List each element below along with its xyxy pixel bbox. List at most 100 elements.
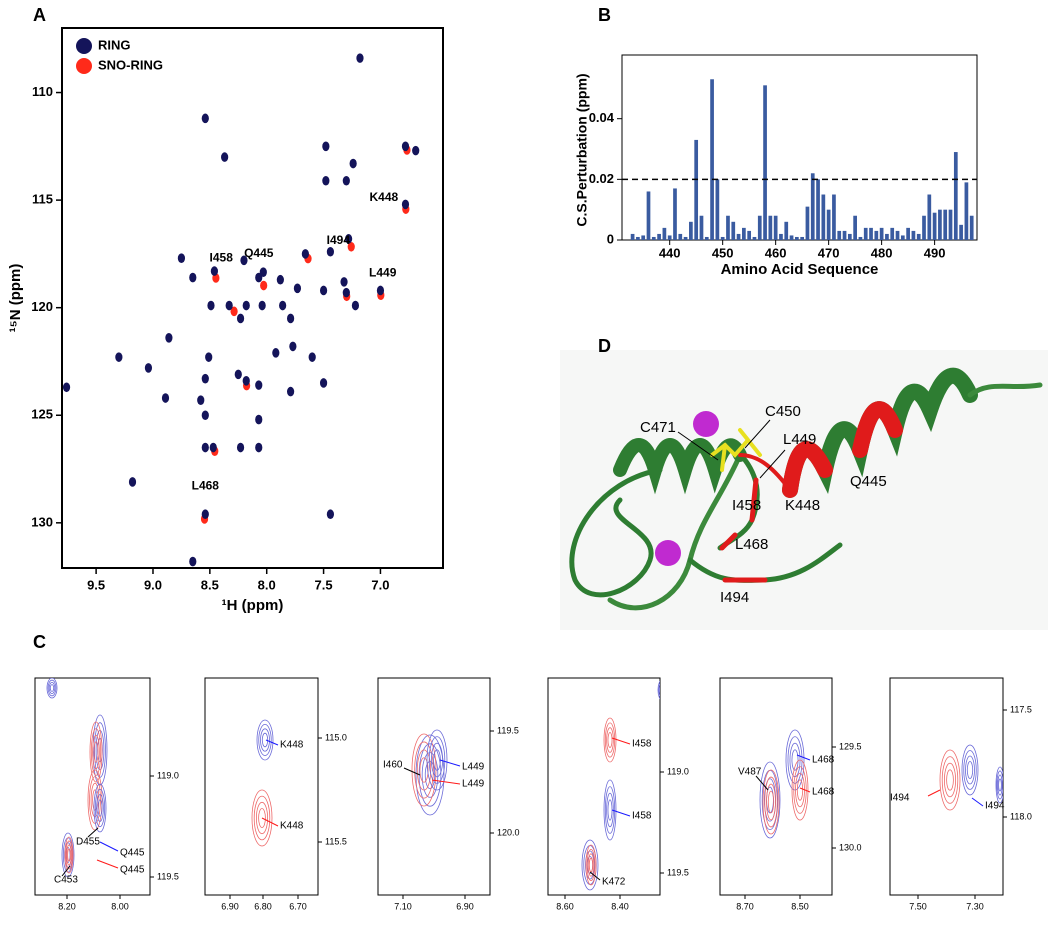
peak-annotation: I458	[210, 250, 234, 264]
peak	[201, 373, 209, 384]
peak	[401, 141, 410, 152]
panel-label: D	[598, 336, 611, 356]
bar	[863, 227, 868, 240]
x-tick-label: 460	[765, 245, 787, 260]
peak	[189, 556, 197, 567]
peak	[221, 152, 229, 162]
peak-label: D455	[76, 837, 100, 848]
y-tick-label: 0.02	[589, 171, 614, 186]
peak	[345, 234, 353, 244]
label-leader	[611, 809, 631, 817]
peak	[210, 266, 218, 276]
contour	[658, 683, 660, 697]
peak	[287, 386, 295, 397]
x-tick-label: 7.5	[315, 577, 333, 592]
y-tick-label: 125	[31, 407, 53, 422]
peak	[255, 442, 263, 453]
highlight	[782, 441, 833, 498]
contour	[426, 729, 448, 791]
panel-label: A	[33, 5, 46, 25]
contour	[93, 741, 99, 763]
peak	[342, 287, 350, 298]
contour	[586, 849, 596, 882]
peak-label: I494	[985, 801, 1005, 812]
peak	[308, 352, 316, 362]
legend-label: SNO-RING	[98, 57, 163, 72]
bar	[742, 227, 746, 240]
peak	[177, 253, 186, 263]
label-leader	[261, 817, 279, 827]
peak	[189, 272, 197, 283]
bar	[704, 236, 709, 240]
label-leader	[755, 775, 769, 791]
residue-label: Q445	[850, 473, 887, 490]
residue-label: I458	[732, 497, 761, 514]
y-tick-label: 119.0	[667, 766, 689, 776]
contour	[791, 749, 799, 771]
contours	[251, 719, 274, 847]
peak	[62, 382, 71, 393]
contour	[65, 840, 73, 870]
x-tick-label: 9.0	[144, 577, 162, 592]
bar	[943, 209, 948, 240]
x-tick-label: 8.20	[58, 901, 76, 911]
residue-label: I494	[720, 589, 749, 606]
contour	[785, 729, 805, 791]
y-tick-label: 0	[607, 231, 614, 246]
bar	[630, 233, 635, 240]
x-tick-label: 440	[659, 245, 681, 260]
residue-label: L449	[783, 431, 816, 448]
contour	[762, 769, 780, 835]
label-leader	[927, 789, 941, 797]
contour	[603, 717, 617, 763]
highlight	[852, 401, 903, 458]
bar	[800, 236, 805, 240]
label-leader	[439, 759, 461, 767]
bar	[874, 230, 879, 240]
bar	[673, 188, 677, 240]
contour	[66, 844, 72, 866]
peak	[340, 277, 348, 287]
peak-annotation: K448	[370, 190, 399, 204]
contour	[90, 728, 102, 776]
contour-frame	[889, 677, 1004, 896]
bar	[683, 236, 688, 240]
contour	[996, 770, 1003, 800]
y-tick-label: 120	[31, 299, 53, 314]
plot-area	[621, 54, 978, 241]
label-leader	[99, 841, 119, 852]
contour	[585, 844, 597, 886]
highlight	[738, 453, 792, 492]
peak	[319, 378, 328, 388]
x-tick-label: 8.0	[258, 577, 276, 592]
x-axis-label: ¹H (ppm)	[222, 597, 284, 614]
y-tick-label: 118.0	[1010, 811, 1032, 821]
peak-label: Q445	[120, 865, 145, 876]
contours	[581, 680, 660, 891]
residue-label: C450	[765, 403, 801, 420]
peak	[326, 246, 335, 257]
bar	[731, 221, 736, 240]
contour	[604, 786, 616, 834]
contour	[421, 752, 439, 798]
peak	[260, 280, 268, 291]
bar	[810, 173, 815, 240]
legend-swatch	[76, 58, 92, 74]
y-tick-label: 129.5	[839, 741, 862, 751]
x-tick-label: 7.30	[966, 901, 984, 911]
bar	[959, 224, 963, 240]
contour	[997, 774, 1003, 796]
bar	[906, 227, 910, 240]
contour	[603, 779, 617, 841]
bar	[832, 194, 836, 240]
bar	[789, 235, 794, 240]
peak-label: C453	[54, 875, 78, 886]
peak	[161, 393, 170, 403]
peak	[287, 313, 295, 324]
bar	[895, 230, 900, 240]
bar	[794, 236, 799, 240]
loop	[967, 382, 1043, 398]
contour	[258, 808, 266, 828]
peak	[258, 300, 266, 311]
